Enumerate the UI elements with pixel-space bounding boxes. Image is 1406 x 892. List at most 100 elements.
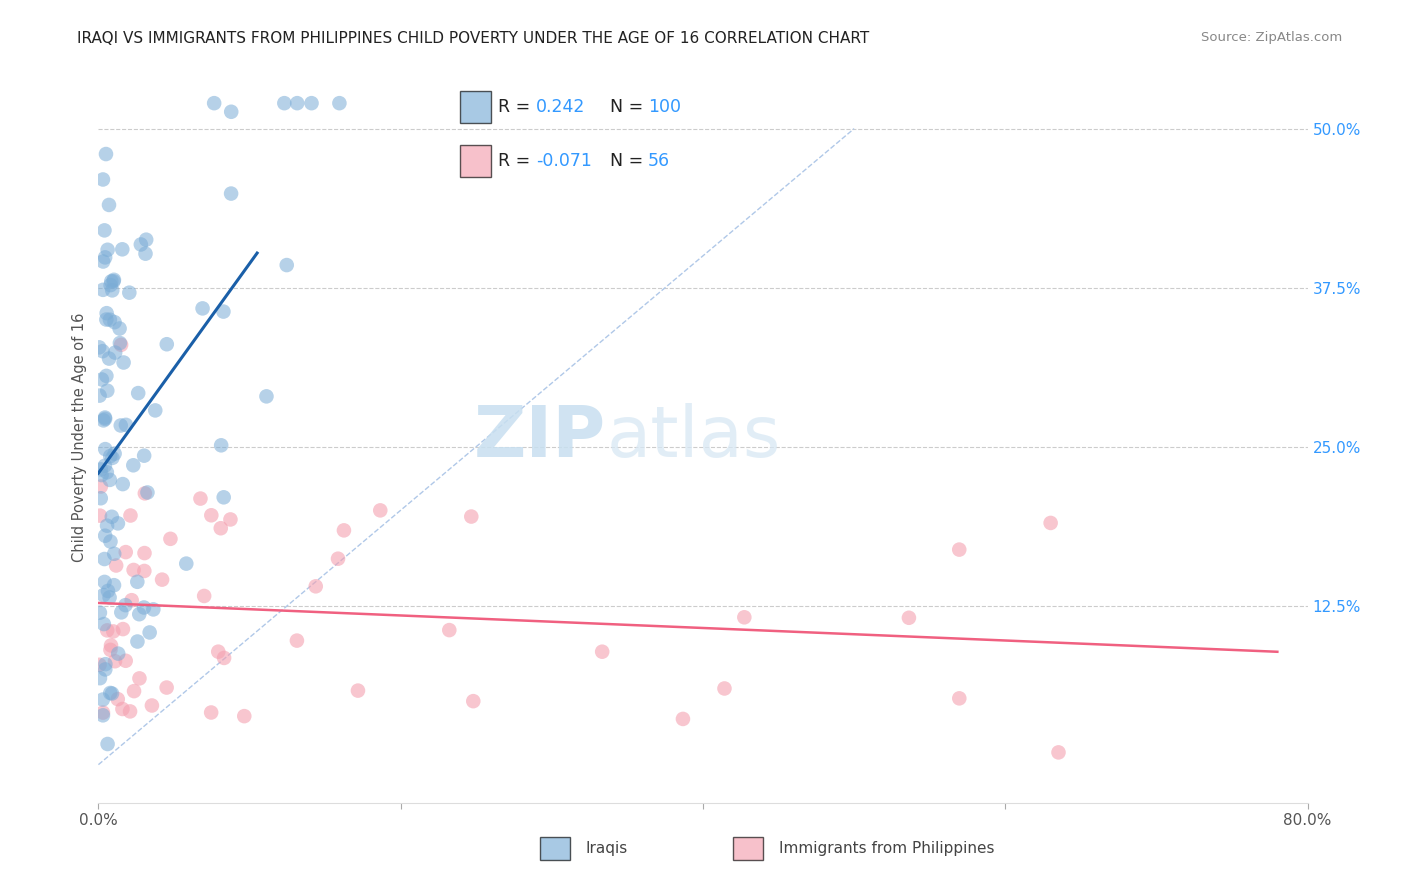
Point xyxy=(98,449,121,463)
Point xyxy=(128,607,150,622)
Point xyxy=(97,243,120,257)
Point xyxy=(89,389,111,403)
Point xyxy=(93,413,115,427)
Point xyxy=(174,557,197,571)
Point xyxy=(91,692,114,706)
Point xyxy=(108,336,131,351)
Point xyxy=(101,284,124,298)
Y-axis label: Child Poverty Under the Age of 16: Child Poverty Under the Age of 16 xyxy=(72,312,87,562)
Point xyxy=(127,386,149,401)
Point xyxy=(202,96,225,111)
Point xyxy=(111,702,134,716)
Point xyxy=(129,237,152,252)
Point xyxy=(89,671,111,685)
Point xyxy=(107,516,129,531)
Point xyxy=(591,645,613,659)
Point xyxy=(108,321,131,335)
Point xyxy=(114,654,136,668)
Point xyxy=(93,574,115,589)
Point xyxy=(94,147,117,161)
Point xyxy=(101,450,124,465)
Point xyxy=(233,709,256,723)
Point xyxy=(94,529,117,543)
Point xyxy=(134,246,156,260)
Point xyxy=(114,598,136,612)
Point xyxy=(212,651,235,665)
Point xyxy=(276,258,298,272)
Point xyxy=(150,573,173,587)
Point xyxy=(100,643,122,657)
Point xyxy=(105,558,128,573)
Point xyxy=(122,458,145,473)
Point xyxy=(91,706,114,720)
Point xyxy=(96,312,118,326)
Point xyxy=(94,412,117,426)
Point xyxy=(110,338,132,352)
Point xyxy=(96,518,118,533)
Point xyxy=(156,337,179,351)
Point xyxy=(368,503,391,517)
Point xyxy=(94,251,117,265)
Point xyxy=(94,657,117,672)
Point xyxy=(118,285,141,300)
Point xyxy=(91,172,114,186)
Point xyxy=(132,600,155,615)
Point xyxy=(1039,516,1062,530)
Point xyxy=(96,465,118,479)
Point xyxy=(111,477,134,491)
Point xyxy=(127,634,149,648)
Point xyxy=(733,610,755,624)
Point xyxy=(285,96,308,111)
Point xyxy=(110,606,132,620)
Point xyxy=(100,278,122,293)
Point xyxy=(219,186,242,201)
Point xyxy=(134,449,156,463)
Point xyxy=(120,705,142,719)
Point xyxy=(219,104,242,119)
Point xyxy=(89,508,111,523)
Point xyxy=(115,417,138,432)
Point xyxy=(104,654,127,668)
Point xyxy=(120,508,142,523)
Point xyxy=(104,345,127,359)
Point xyxy=(90,372,112,386)
Point xyxy=(90,468,112,483)
Point xyxy=(90,491,112,506)
Point xyxy=(112,355,135,369)
Point xyxy=(326,551,349,566)
Point xyxy=(96,384,118,398)
Point xyxy=(89,606,111,620)
Point xyxy=(333,524,356,538)
Point xyxy=(207,645,229,659)
Point xyxy=(91,708,114,723)
Point xyxy=(100,274,122,288)
Point xyxy=(347,683,370,698)
Point xyxy=(121,593,143,607)
Point xyxy=(463,694,485,708)
Text: IRAQI VS IMMIGRANTS FROM PHILIPPINES CHILD POVERTY UNDER THE AGE OF 16 CORRELATI: IRAQI VS IMMIGRANTS FROM PHILIPPINES CHI… xyxy=(77,31,869,46)
Point xyxy=(96,368,118,383)
Point xyxy=(94,458,117,473)
Text: atlas: atlas xyxy=(606,402,780,472)
Point xyxy=(193,589,215,603)
Text: Source: ZipAtlas.com: Source: ZipAtlas.com xyxy=(1202,31,1343,45)
Point xyxy=(90,479,112,493)
Point xyxy=(89,340,111,354)
Point xyxy=(305,579,328,593)
Point xyxy=(107,647,129,661)
Point xyxy=(104,447,127,461)
Point xyxy=(209,521,232,535)
Point xyxy=(98,686,121,700)
Point xyxy=(97,737,120,751)
Point xyxy=(212,304,235,318)
Point xyxy=(948,691,970,706)
Point xyxy=(156,681,179,695)
Point xyxy=(98,473,121,487)
Point xyxy=(200,706,222,720)
Point xyxy=(107,692,129,706)
Point xyxy=(672,712,695,726)
Point xyxy=(141,698,163,713)
Point xyxy=(127,574,149,589)
Point xyxy=(135,233,157,247)
Point xyxy=(134,546,156,560)
